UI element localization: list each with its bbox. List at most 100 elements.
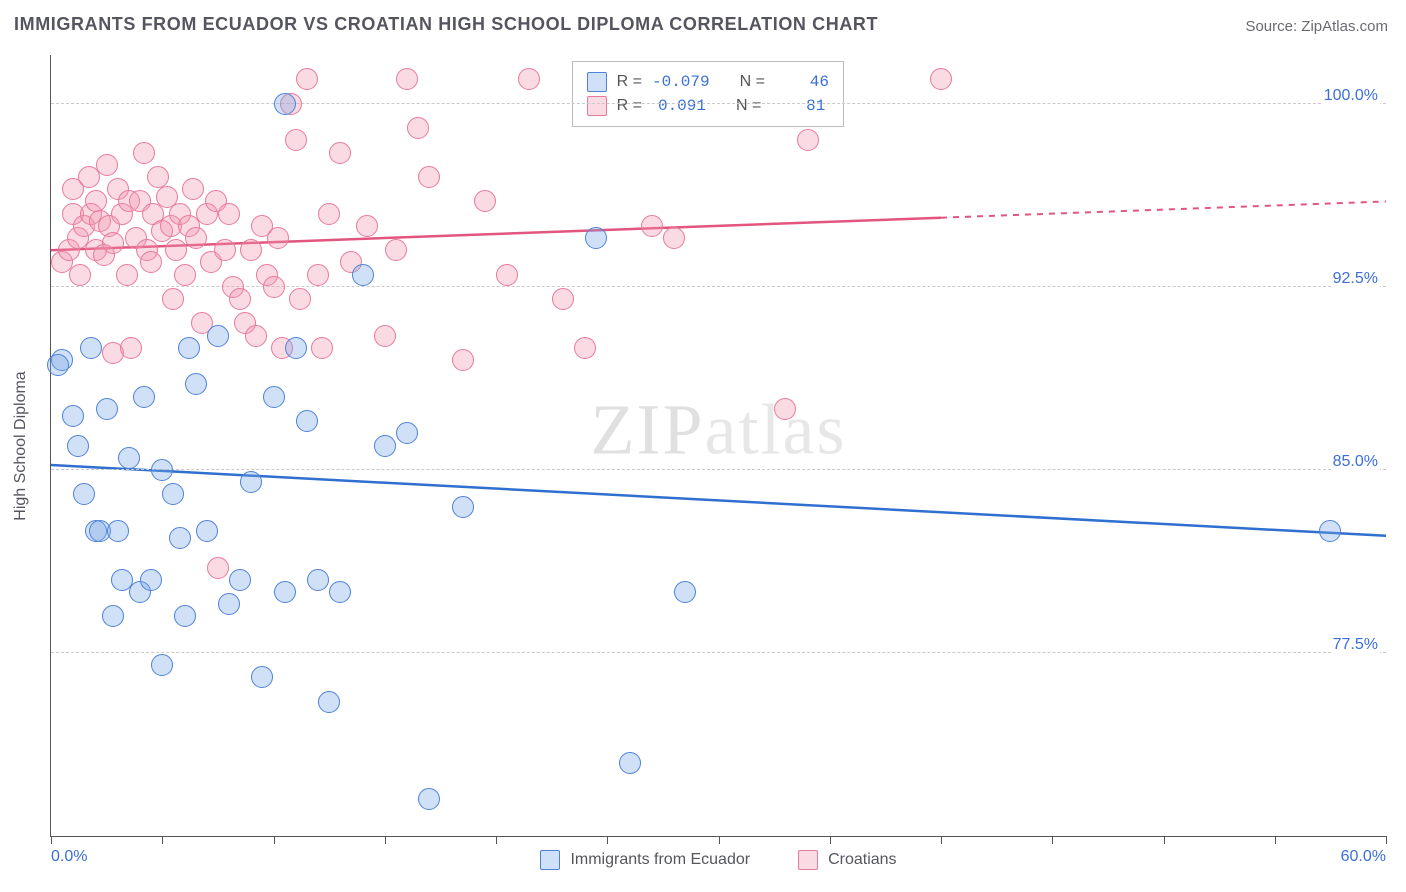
point-series-b (385, 239, 407, 261)
point-series-b (165, 239, 187, 261)
point-series-b (474, 190, 496, 212)
ytick-label: 77.5% (1331, 636, 1380, 654)
point-series-b (214, 239, 236, 261)
point-series-a (162, 483, 184, 505)
stat-r-label-a: R = (617, 73, 642, 91)
gridline-h (51, 103, 1386, 104)
point-series-a (185, 373, 207, 395)
point-series-b (418, 166, 440, 188)
point-series-a (619, 752, 641, 774)
point-series-b (174, 264, 196, 286)
watermark-bold: ZIP (591, 389, 705, 469)
point-series-b (116, 264, 138, 286)
point-series-a (102, 605, 124, 627)
point-series-b (240, 239, 262, 261)
point-series-b (496, 264, 518, 286)
bottom-legend-label-a: Immigrants from Ecuador (570, 851, 750, 869)
point-series-a (62, 405, 84, 427)
gridline-h (51, 286, 1386, 287)
point-series-a (178, 337, 200, 359)
gridline-h (51, 469, 1386, 470)
bottom-legend-label-b: Croatians (828, 851, 896, 869)
point-series-a (196, 520, 218, 542)
point-series-a (1319, 520, 1341, 542)
xtick (496, 836, 497, 844)
xtick (1386, 836, 1387, 844)
point-series-b (552, 288, 574, 310)
point-series-b (318, 203, 340, 225)
point-series-b (296, 68, 318, 90)
point-series-a (140, 569, 162, 591)
point-series-a (107, 520, 129, 542)
plot-area: High School Diploma ZIPatlas R = -0.079 … (50, 55, 1386, 837)
point-series-b (185, 227, 207, 249)
point-series-a (285, 337, 307, 359)
point-series-a (296, 410, 318, 432)
point-series-a (374, 435, 396, 457)
point-series-a (240, 471, 262, 493)
point-series-a (151, 654, 173, 676)
point-series-b (289, 288, 311, 310)
point-series-b (140, 251, 162, 273)
point-series-b (162, 288, 184, 310)
xtick (162, 836, 163, 844)
legend-swatch-a (587, 72, 607, 92)
point-series-b (407, 117, 429, 139)
xtick (1164, 836, 1165, 844)
xtick (1275, 836, 1276, 844)
legend-swatch-b (587, 96, 607, 116)
stat-r-value-b: 0.091 (652, 97, 706, 115)
bottom-legend-item-b: Croatians (798, 850, 896, 870)
point-series-b (85, 190, 107, 212)
point-series-a (585, 227, 607, 249)
point-series-a (73, 483, 95, 505)
stat-n-label-b: N = (736, 97, 761, 115)
point-series-a (307, 569, 329, 591)
bottom-legend: Immigrants from Ecuador Croatians (51, 850, 1386, 870)
point-series-b (396, 68, 418, 90)
chart-container: IMMIGRANTS FROM ECUADOR VS CROATIAN HIGH… (0, 0, 1406, 892)
point-series-a (251, 666, 273, 688)
xtick (607, 836, 608, 844)
point-series-b (797, 129, 819, 151)
point-series-b (69, 264, 91, 286)
stat-r-value-a: -0.079 (652, 73, 710, 91)
xtick (1052, 836, 1053, 844)
point-series-b (267, 227, 289, 249)
point-series-b (356, 215, 378, 237)
watermark: ZIPatlas (591, 388, 847, 471)
point-series-a (229, 569, 251, 591)
point-series-b (329, 142, 351, 164)
point-series-b (663, 227, 685, 249)
point-series-b (229, 288, 251, 310)
point-series-a (674, 581, 696, 603)
stat-n-label-a: N = (740, 73, 765, 91)
point-series-b (774, 398, 796, 420)
xtick (51, 836, 52, 844)
point-series-a (452, 496, 474, 518)
stat-n-value-b: 81 (771, 97, 825, 115)
point-series-b (182, 178, 204, 200)
point-series-a (329, 581, 351, 603)
ytick-label: 85.0% (1331, 453, 1380, 471)
point-series-a (263, 386, 285, 408)
point-series-b (285, 129, 307, 151)
ytick-label: 92.5% (1331, 270, 1380, 288)
point-series-b (452, 349, 474, 371)
chart-title: IMMIGRANTS FROM ECUADOR VS CROATIAN HIGH… (14, 14, 878, 35)
point-series-b (518, 68, 540, 90)
point-series-a (352, 264, 374, 286)
stat-n-value-a: 46 (775, 73, 829, 91)
point-series-b (102, 232, 124, 254)
xtick (830, 836, 831, 844)
point-series-a (396, 422, 418, 444)
point-series-b (133, 142, 155, 164)
y-axis-label: High School Diploma (12, 371, 30, 520)
legend-row-series-a: R = -0.079 N = 46 (587, 70, 829, 94)
point-series-b (263, 276, 285, 298)
xtick (719, 836, 720, 844)
legend-stats-box: R = -0.079 N = 46 R = 0.091 N = 81 (572, 61, 844, 127)
point-series-a (47, 354, 69, 376)
source-label: Source: ZipAtlas.com (1245, 18, 1388, 35)
point-series-a (118, 447, 140, 469)
